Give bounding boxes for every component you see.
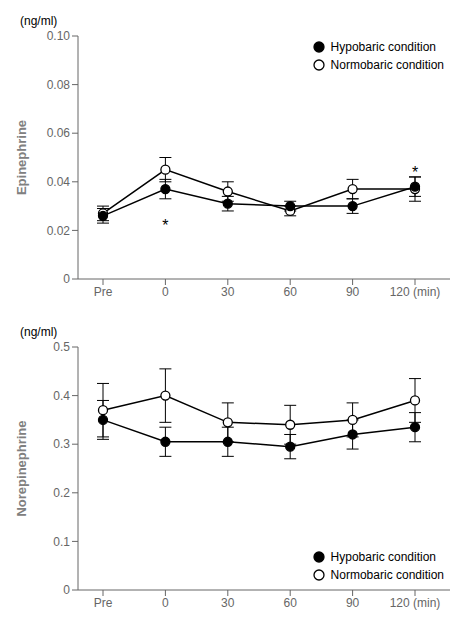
svg-text:*: * <box>162 217 168 234</box>
svg-text:60: 60 <box>284 596 298 610</box>
svg-text:30: 30 <box>221 596 235 610</box>
svg-text:0: 0 <box>162 285 169 299</box>
svg-text:*: * <box>412 164 418 181</box>
svg-text:60: 60 <box>284 285 298 299</box>
svg-text:Pre: Pre <box>94 285 113 299</box>
html-text:(ng/ml): (ng/ml) <box>20 14 58 28</box>
html-text:(ng/ml): (ng/ml) <box>20 325 58 339</box>
svg-text:120 (min): 120 (min) <box>390 285 441 299</box>
svg-text:0.5: 0.5 <box>53 340 70 354</box>
svg-text:90: 90 <box>346 596 360 610</box>
svg-text:0.10: 0.10 <box>47 29 71 43</box>
html-text:Hypobaric condition: Hypobaric condition <box>330 40 436 54</box>
svg-text:Epinephrine: Epinephrine <box>14 120 29 195</box>
svg-text:Norepinephrine: Norepinephrine <box>14 420 29 516</box>
svg-text:0.02: 0.02 <box>47 224 71 238</box>
svg-text:0.2: 0.2 <box>53 486 70 500</box>
html-text:Normobaric condition: Normobaric condition <box>330 568 444 582</box>
svg-text:Pre: Pre <box>94 596 113 610</box>
svg-text:90: 90 <box>346 285 360 299</box>
html-text:Normobaric condition: Normobaric condition <box>330 58 444 72</box>
svg-text:0.08: 0.08 <box>47 78 71 92</box>
svg-text:120 (min): 120 (min) <box>390 596 441 610</box>
svg-text:0.4: 0.4 <box>53 389 70 403</box>
svg-text:0: 0 <box>162 596 169 610</box>
svg-text:0.1: 0.1 <box>53 535 70 549</box>
svg-text:0.06: 0.06 <box>47 126 71 140</box>
html-text:Hypobaric condition: Hypobaric condition <box>330 550 436 564</box>
svg-text:0: 0 <box>63 583 70 597</box>
svg-text:0.3: 0.3 <box>53 437 70 451</box>
svg-text:0.04: 0.04 <box>47 175 71 189</box>
svg-text:30: 30 <box>221 285 235 299</box>
svg-text:0: 0 <box>63 272 70 286</box>
